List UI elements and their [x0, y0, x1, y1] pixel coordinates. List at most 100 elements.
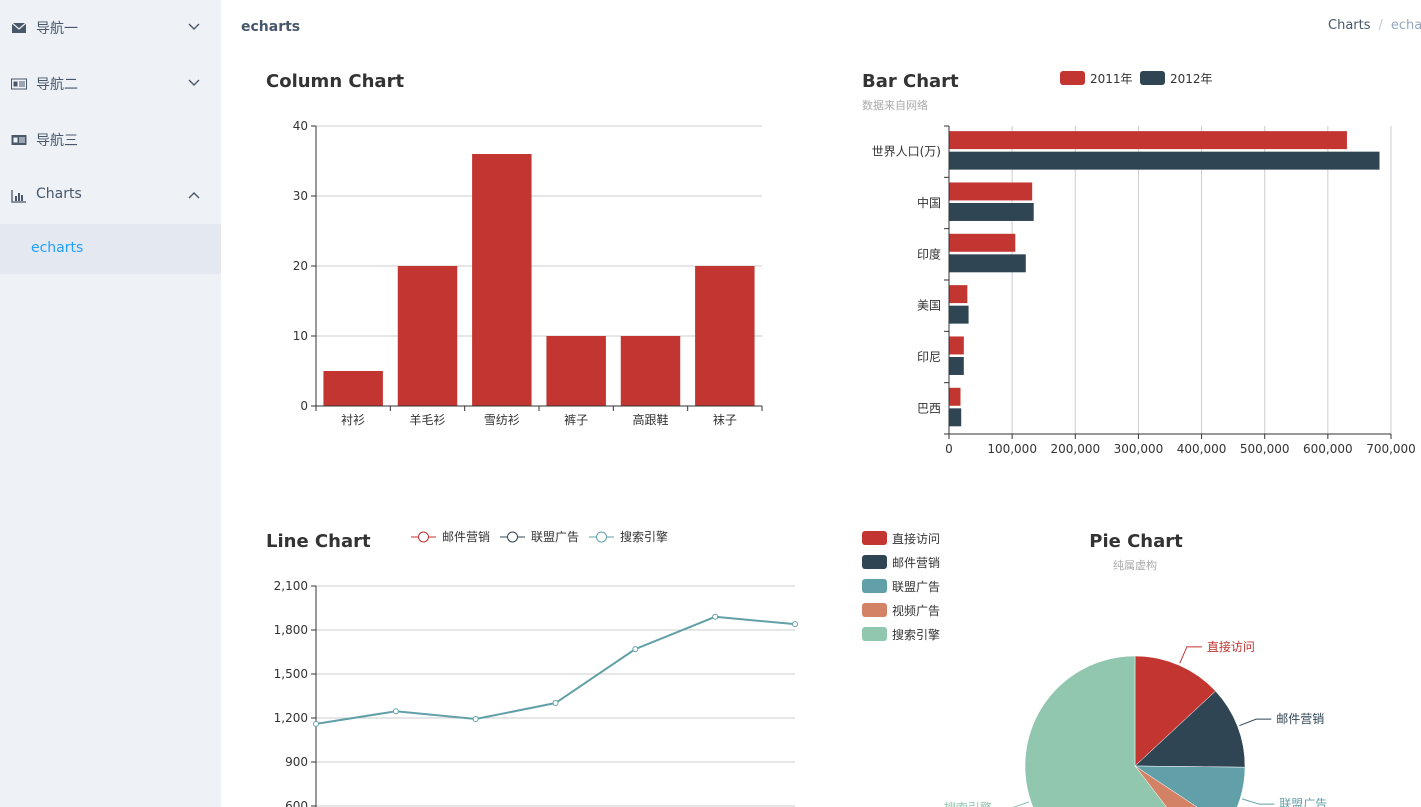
bar: [949, 203, 1034, 221]
y-tick-label: 10: [293, 329, 308, 343]
x-tick-label: 衬衫: [341, 413, 365, 427]
y-tick-label: 世界人口(万): [872, 145, 941, 159]
y-tick-label: 900: [285, 755, 308, 769]
y-tick-label: 美国: [917, 299, 941, 313]
line-chart-title: Line Chart: [266, 531, 371, 552]
bar: [949, 387, 961, 406]
chevron-down-icon: [188, 23, 200, 30]
bar-chart-icon: [11, 190, 26, 203]
breadcrumb-separator: /: [1378, 18, 1383, 33]
line-chart: Line Chart 邮件营销 联盟广告 搜索引擎 600 900 1,200 1,500 1…: [266, 529, 798, 807]
y-tick-label: 30: [293, 189, 308, 203]
legend-label: 搜索引擎: [892, 627, 940, 642]
bar: [949, 336, 964, 355]
x-tick-label: 200,000: [1050, 442, 1100, 456]
y-tick-label: 0: [300, 399, 308, 413]
data-point: [313, 720, 319, 727]
legend-label: 联盟广告: [892, 580, 940, 594]
y-tick-label: 20: [293, 259, 308, 273]
x-tick-label: 袜子: [713, 413, 737, 427]
x-tick-label: 羊毛衫: [409, 412, 445, 427]
legend-swatch: [1140, 71, 1165, 85]
legend-swatch: [862, 531, 887, 545]
bar: [620, 336, 681, 406]
legend-label: 视频广告: [892, 603, 940, 618]
legend-swatch: [862, 603, 887, 617]
pie-slice: [1134, 765, 1246, 807]
bar: [695, 266, 755, 406]
legend-swatch: [862, 579, 887, 593]
bar-chart: Bar Chart 数据来自网络 2011年 2012年 0 100,000 200,0…: [862, 71, 1416, 456]
id-card-icon: [11, 78, 27, 90]
slice-label: 邮件营销: [1276, 712, 1324, 726]
y-tick-label: 印尼: [917, 350, 941, 364]
data-point: [472, 716, 479, 723]
x-tick-label: 700,000: [1366, 442, 1416, 456]
bar: [949, 233, 1016, 252]
data-point: [552, 700, 559, 707]
bar: [949, 131, 1347, 150]
bar: [949, 357, 964, 375]
bar: [472, 154, 532, 406]
bar: [323, 371, 383, 406]
legend-label: 直接访问: [892, 531, 940, 546]
x-tick-label: 100,000: [987, 442, 1037, 456]
sidebar: 导航一 导航二 导航三 Charts echarts: [0, 0, 221, 807]
pie-slice: [1134, 655, 1216, 767]
breadcrumb-item[interactable]: Charts: [1328, 18, 1371, 33]
x-tick-label: 雪纺衫: [484, 413, 520, 427]
bar: [546, 336, 606, 406]
pie-slice: [1024, 655, 1167, 807]
breadcrumb: Charts / echarts: [1328, 18, 1421, 33]
legend-marker: [418, 531, 429, 543]
sidebar-item-label: 导航二: [36, 77, 78, 93]
x-tick-label: 300,000: [1114, 442, 1164, 456]
sidebar-item-charts[interactable]: Charts: [0, 168, 221, 224]
legend-label: 邮件营销: [442, 530, 490, 544]
bar: [397, 266, 458, 406]
y-tick-label: 中国: [917, 195, 941, 210]
x-tick-label: 400,000: [1177, 442, 1227, 456]
sidebar-item-nav3[interactable]: 导航三: [0, 112, 221, 168]
bar: [949, 285, 968, 304]
pie-chart-title: Pie Chart: [1089, 531, 1183, 552]
y-tick-label: 巴西: [917, 401, 941, 415]
y-tick-label: 印度: [917, 246, 941, 261]
y-tick-label: 1,200: [274, 711, 308, 725]
legend-label: 2012年: [1170, 72, 1213, 86]
label-line: [1012, 801, 1030, 807]
label-line: [1179, 646, 1202, 664]
bar: [949, 254, 1026, 273]
legend-marker: [596, 531, 607, 543]
column-chart: Column Chart 0 10 20 30 40 衬衫 羊毛衫 雪纺衫 裤子 高跟鞋 袜子: [266, 71, 763, 427]
column-chart-title: Column Chart: [266, 71, 404, 92]
label-line: [1239, 718, 1272, 727]
legend-swatch: [862, 627, 887, 641]
bar: [949, 151, 1380, 170]
sidebar-item-label: 导航一: [36, 21, 78, 37]
page-title: echarts: [241, 19, 301, 35]
x-tick-label: 0: [945, 442, 953, 456]
legend-label: 搜索引擎: [620, 529, 668, 544]
sidebar-item-nav2[interactable]: 导航二: [0, 56, 221, 112]
id-card-solid-icon: [11, 135, 27, 145]
label-line: [1241, 798, 1275, 805]
legend-marker: [507, 531, 518, 543]
x-tick-label: 500,000: [1240, 442, 1290, 456]
sidebar-subitem-echarts[interactable]: echarts: [0, 224, 221, 274]
y-tick-label: 600: [285, 799, 308, 807]
data-point: [792, 621, 798, 628]
x-tick-label: 600,000: [1303, 442, 1353, 456]
data-point: [632, 646, 639, 653]
y-tick-label: 1,500: [274, 667, 308, 681]
bar: [949, 182, 1033, 201]
legend-label: 联盟广告: [531, 530, 579, 544]
sidebar-item-nav1[interactable]: 导航一: [0, 0, 221, 56]
bar-chart-subtitle: 数据来自网络: [862, 98, 928, 112]
x-tick-label: 裤子: [564, 413, 588, 427]
breadcrumb-item: echarts: [1390, 18, 1421, 33]
y-tick-label: 2,100: [274, 579, 308, 593]
slice-label: 搜索引擎: [944, 800, 992, 807]
sidebar-item-label: 导航三: [36, 133, 78, 149]
